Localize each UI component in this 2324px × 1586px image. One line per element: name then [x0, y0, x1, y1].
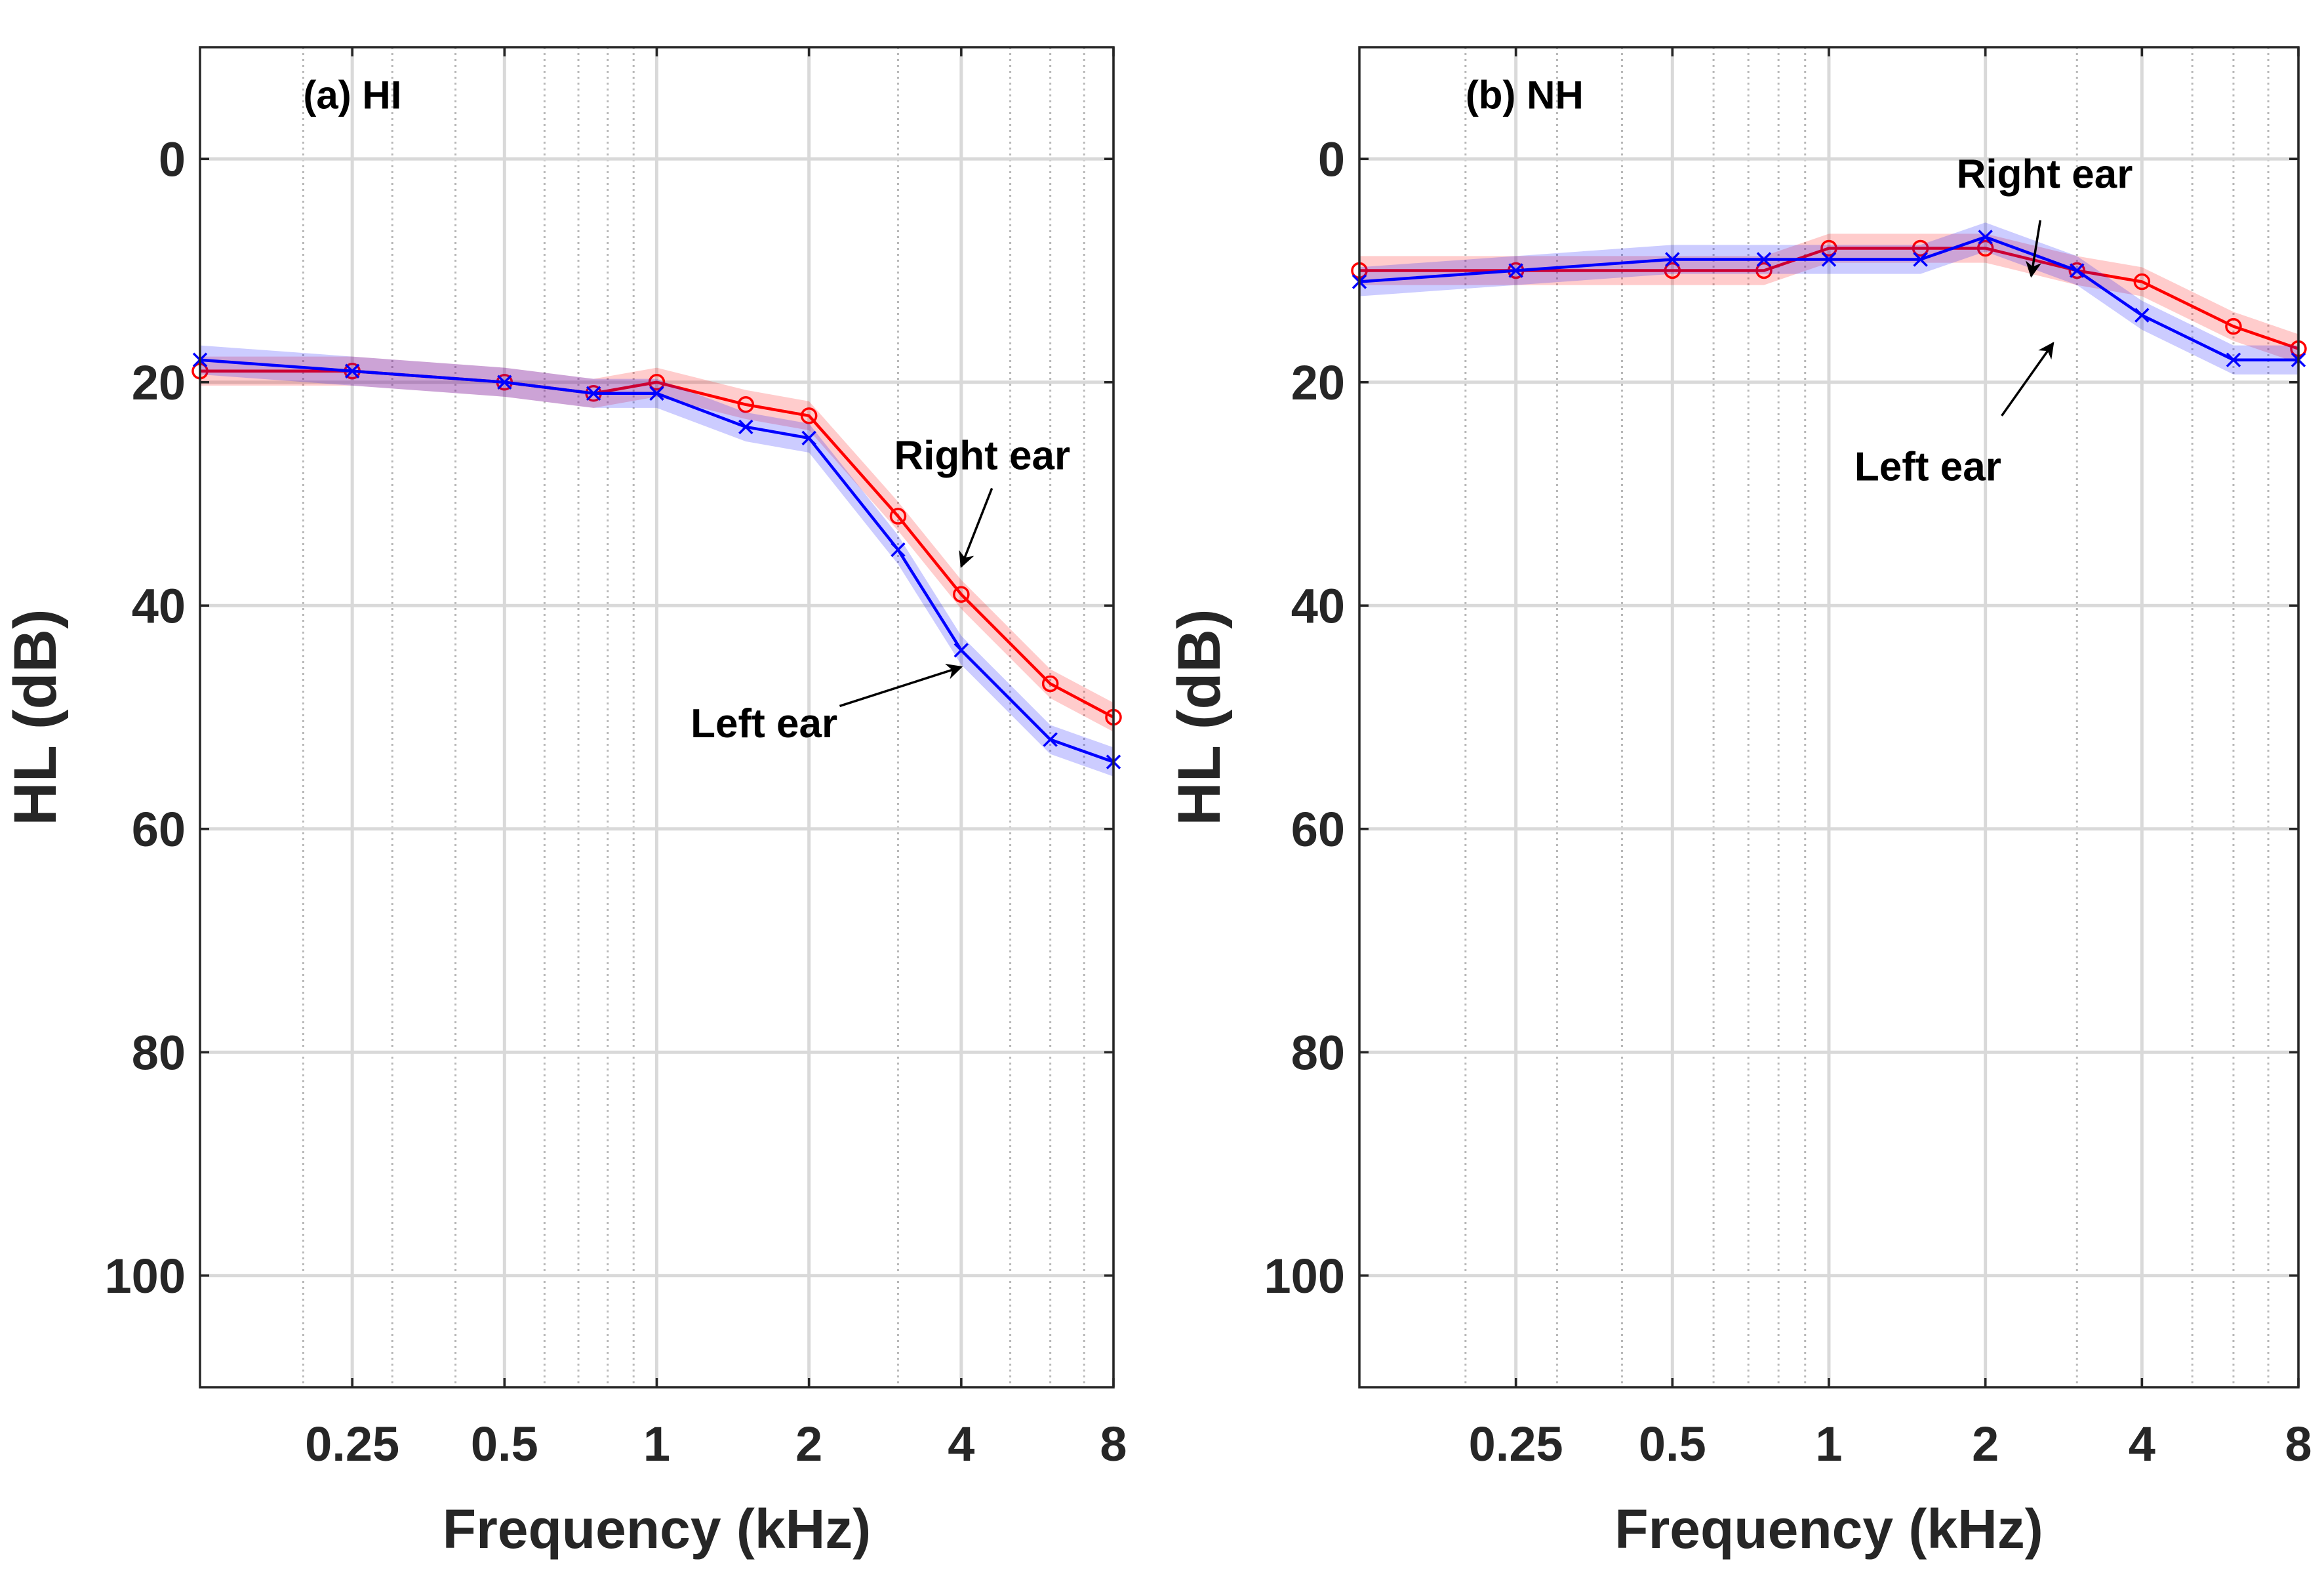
x-tick-label: 4	[948, 1417, 974, 1471]
panel-a-hi: 0 20 40 60 80 100 0.25 0.5 1 2 4 8 Frequency (kHz) HL…	[2, 46, 1127, 1560]
data-point-4khz	[953, 586, 970, 603]
annotation-left-ear: Left ear	[1854, 342, 2054, 489]
y-axis-title: HL (dB)	[2, 609, 69, 825]
minor-grid	[302, 47, 1085, 1387]
y-tick-label: 20	[1291, 356, 1345, 410]
x-tick-label: 2	[795, 1417, 822, 1471]
x-tick-label: 2	[1972, 1417, 1999, 1471]
data-point-0_25khz	[344, 363, 360, 378]
data-point-0_75khz	[1755, 262, 1773, 279]
data-point-0_75khz	[586, 386, 601, 401]
data-point-6khz	[2226, 352, 2241, 367]
data-point-3khz	[889, 508, 907, 525]
annotation-right-ear: Right ear	[894, 433, 1070, 568]
data-point-6khz	[1041, 675, 1059, 693]
y-tick-label: 80	[132, 1025, 186, 1080]
y-tick-label: 80	[1291, 1025, 1345, 1080]
y-tick-label: 60	[132, 802, 186, 857]
tick-marks	[1359, 47, 2300, 1387]
x-tick-label: 0.25	[1469, 1417, 1563, 1471]
data-point-1_5khz	[737, 396, 755, 413]
data-point-3khz	[891, 542, 906, 558]
y-tick-label: 40	[1291, 579, 1345, 633]
x-tick-label: 8	[2285, 1417, 2312, 1471]
data-point-2khz	[1978, 230, 1993, 245]
annotation-label: Left ear	[1854, 444, 2001, 489]
tick-marks	[200, 47, 1115, 1387]
data-point-0_5khz	[1664, 262, 1681, 279]
y-tick-label: 0	[1318, 132, 1345, 186]
annotation-right-ear: Right ear	[1957, 152, 2133, 278]
y-tick-label: 100	[1264, 1249, 1345, 1303]
annotation-label: Right ear	[1957, 152, 2133, 197]
data-point-0_5khz	[497, 375, 512, 390]
confidence-band	[1359, 222, 2298, 375]
series-line	[1359, 247, 2299, 350]
data-point-1khz	[649, 386, 664, 401]
annotation-arrow	[839, 663, 963, 708]
x-tick-label: 0.25	[305, 1417, 399, 1471]
data-point-6khz	[2225, 317, 2242, 335]
x-tick-label: 4	[2129, 1417, 2155, 1471]
x-axis-title: Frequency (kHz)	[1614, 1498, 2043, 1560]
x-tick-label: 1	[1815, 1417, 1842, 1471]
data-point-6khz	[1043, 732, 1058, 747]
x-tick-label: 0.5	[1639, 1417, 1706, 1471]
data-point-2khz	[800, 407, 818, 424]
annotation-label: Left ear	[691, 701, 837, 746]
y-tick-label: 40	[132, 579, 186, 633]
annotation-arrow	[2025, 220, 2042, 278]
data-point-4khz	[2134, 308, 2150, 323]
data-point-4khz	[953, 643, 969, 658]
data-point-3khz	[2068, 262, 2086, 279]
data-point-4khz	[2133, 273, 2151, 291]
x-tick-label: 1	[643, 1417, 670, 1471]
y-tick-label: 60	[1291, 802, 1345, 857]
panel-b-nh: 0 20 40 60 80 100 0.25 0.5 1 2 4 8 Frequency (kHz) HL…	[1166, 46, 2312, 1560]
panel-label: (b) NH	[1466, 73, 1584, 117]
y-tick-label: 100	[105, 1249, 186, 1303]
x-tick-label: 8	[1100, 1417, 1127, 1471]
x-tick-label: 0.5	[471, 1417, 538, 1471]
y-tick-label: 0	[159, 132, 186, 186]
data-point-0_75khz	[1756, 252, 1772, 267]
panel-label: (a) HI	[303, 73, 401, 117]
annotation-left-ear: Left ear	[691, 663, 963, 746]
series-left-ear	[1352, 222, 2306, 375]
data-point-1khz	[1821, 252, 1837, 267]
data-point-0_5khz	[1665, 252, 1680, 267]
minor-grid	[1464, 47, 2270, 1387]
data-point-1_5khz	[738, 419, 753, 435]
series-left-ear	[192, 345, 1121, 777]
data-point-2khz	[1976, 239, 1994, 257]
data-point-0_25khz	[1508, 263, 1523, 278]
x-axis-title: Frequency (kHz)	[443, 1498, 871, 1560]
confidence-band	[200, 356, 1113, 732]
data-point-1khz	[1820, 239, 1837, 257]
data-point-3khz	[2070, 263, 2085, 278]
y-tick-label: 20	[132, 356, 186, 410]
data-point-1_5khz	[1912, 239, 1929, 257]
data-point-1_5khz	[1913, 252, 1928, 267]
annotation-label: Right ear	[894, 433, 1070, 478]
annotation-arrow	[2001, 342, 2054, 417]
annotation-arrow	[959, 487, 993, 568]
y-axis-title: HL (dB)	[1166, 609, 1233, 825]
data-point-1khz	[648, 374, 666, 391]
data-point-2khz	[801, 430, 816, 446]
